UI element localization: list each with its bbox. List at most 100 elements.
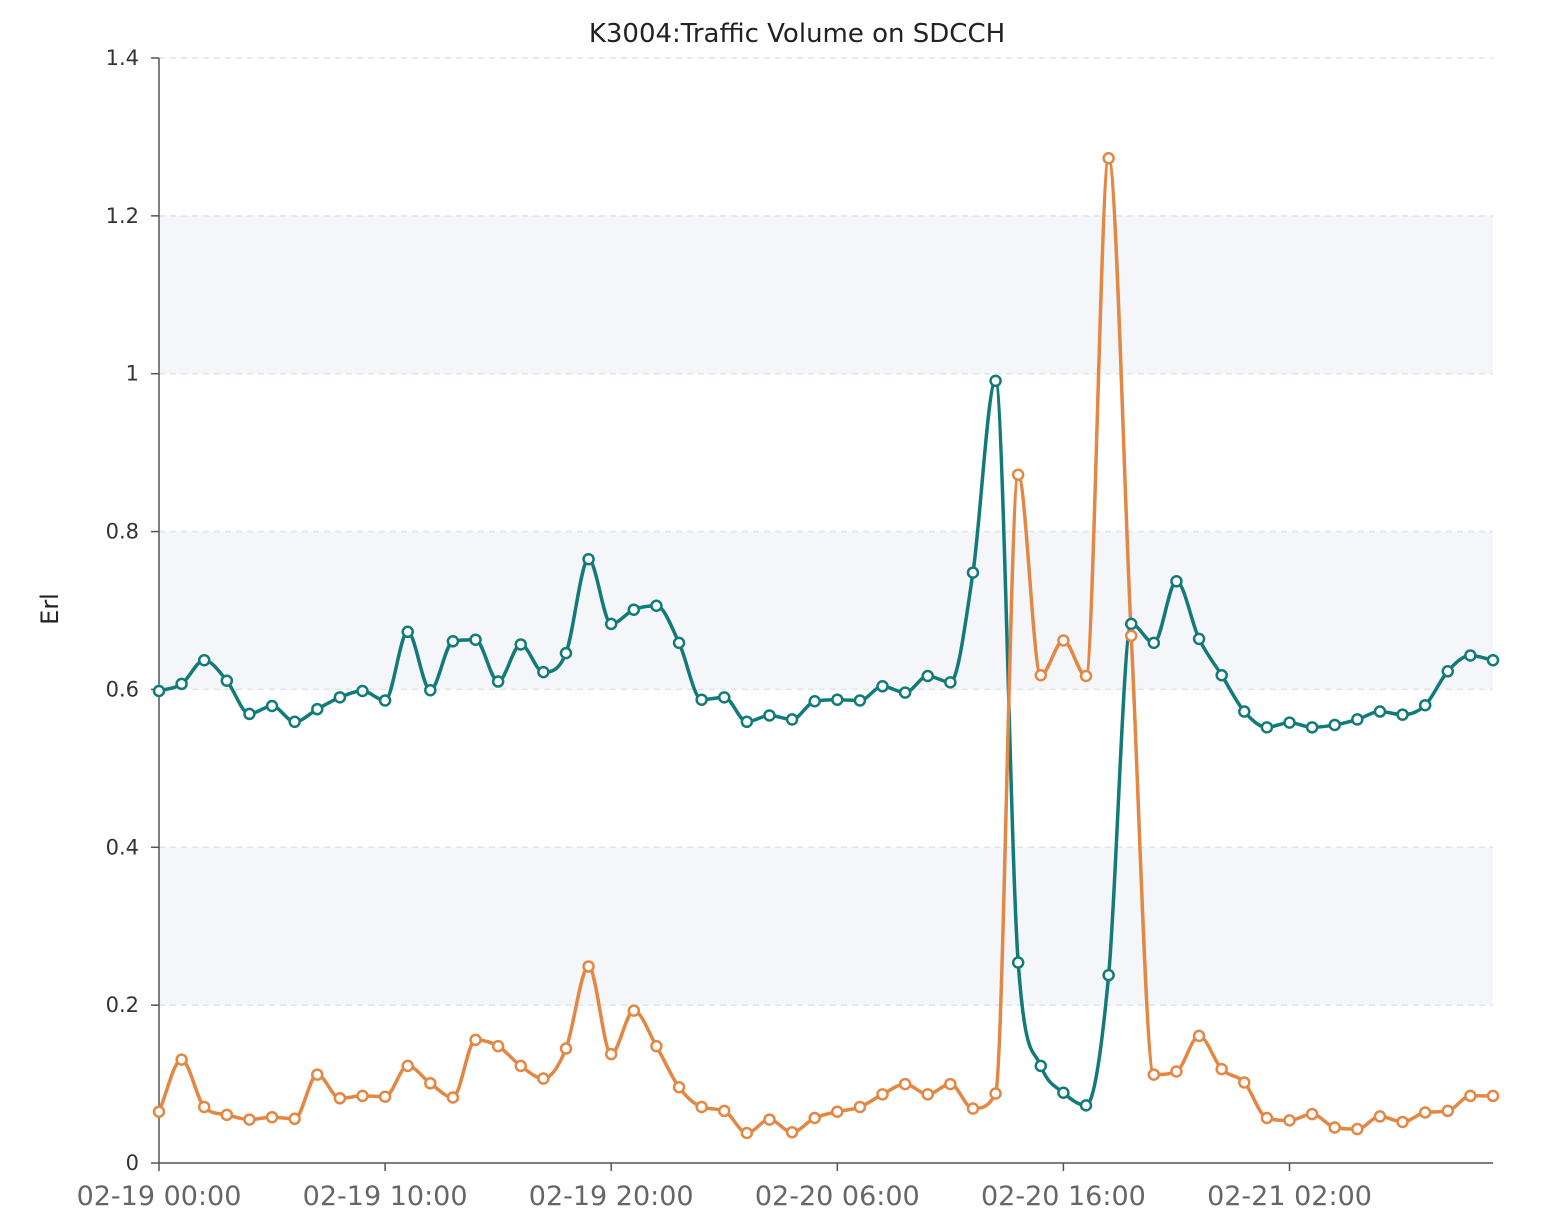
data-point <box>1102 151 1115 165</box>
data-point <box>1192 1029 1206 1043</box>
data-point <box>378 694 392 707</box>
x-tick-label: 02-19 00:00 <box>77 1181 242 1212</box>
grid-band <box>159 531 1493 690</box>
data-point <box>898 1077 912 1091</box>
data-point <box>853 694 867 707</box>
data-point <box>582 552 595 566</box>
data-point <box>1170 575 1183 588</box>
data-point <box>853 1100 867 1114</box>
data-point <box>469 1033 482 1047</box>
data-point <box>537 1072 550 1085</box>
data-point <box>1238 1076 1251 1089</box>
data-point <box>1486 1089 1500 1103</box>
data-point <box>718 1104 731 1118</box>
data-point <box>785 1125 799 1139</box>
data-point <box>424 1077 437 1090</box>
data-point <box>1441 665 1455 678</box>
data-point <box>1260 721 1274 734</box>
data-point <box>243 707 256 721</box>
data-point <box>695 693 708 706</box>
data-point <box>1147 636 1161 650</box>
y-tick-label: 0.8 <box>106 520 139 544</box>
data-point <box>1260 1111 1274 1125</box>
data-point <box>672 636 686 650</box>
data-point <box>808 1111 821 1125</box>
data-point <box>1328 1121 1341 1134</box>
data-point <box>1079 669 1093 683</box>
data-point <box>356 684 369 698</box>
data-point <box>718 691 731 704</box>
data-point <box>1011 468 1025 481</box>
data-point <box>627 1004 641 1017</box>
data-point <box>604 617 618 631</box>
data-point <box>966 566 980 579</box>
data-point <box>311 1068 324 1081</box>
data-point <box>1418 1106 1432 1119</box>
data-point <box>514 1059 528 1073</box>
data-point <box>1102 968 1115 982</box>
data-point <box>424 683 437 697</box>
data-point <box>333 1092 347 1105</box>
data-point <box>944 1077 957 1091</box>
data-point <box>1373 1110 1387 1123</box>
x-tick-label: 02-20 16:00 <box>981 1181 1146 1212</box>
data-point <box>921 669 934 683</box>
data-point <box>785 713 799 726</box>
data-point <box>401 1059 414 1073</box>
data-point <box>876 1088 889 1101</box>
x-axis-ticks: 02-19 00:00 02-19 10:00 02-19 20:00 02-20 0… <box>77 1163 1372 1212</box>
data-point <box>1464 1089 1477 1103</box>
grid-lines <box>159 57 1493 1006</box>
data-point <box>175 677 188 691</box>
y-tick-label: 1 <box>126 362 139 386</box>
data-point <box>356 1089 369 1103</box>
data-point <box>1464 649 1477 662</box>
data-point <box>265 1110 279 1124</box>
y-tick-label: 0.2 <box>106 993 139 1017</box>
data-point <box>763 709 776 722</box>
data-point <box>1215 1062 1228 1076</box>
data-point <box>401 625 414 639</box>
x-tick-label: 02-20 06:00 <box>755 1181 920 1212</box>
data-point <box>1170 1065 1183 1078</box>
data-point <box>491 1039 505 1053</box>
data-point <box>1305 721 1319 734</box>
data-point <box>1011 956 1025 969</box>
data-point <box>469 633 482 646</box>
data-point <box>1124 617 1138 631</box>
data-point <box>378 1090 392 1103</box>
data-point <box>1328 718 1341 732</box>
data-point <box>627 603 641 616</box>
data-point <box>740 1126 754 1140</box>
data-point <box>446 1091 460 1104</box>
data-point <box>1283 1114 1296 1127</box>
data-point <box>1396 708 1409 721</box>
data-point <box>1283 716 1296 729</box>
y-tick-label: 0 <box>126 1151 139 1175</box>
data-point <box>582 960 595 973</box>
data-point <box>1057 1086 1070 1100</box>
data-point <box>311 702 324 716</box>
data-point <box>944 676 957 689</box>
data-point <box>537 665 550 679</box>
y-tick-label: 0.4 <box>106 835 139 859</box>
data-point <box>1034 1059 1048 1073</box>
data-point <box>152 1105 166 1118</box>
data-point <box>966 1102 980 1115</box>
y-tick-label: 1.4 <box>106 46 139 70</box>
grid-band <box>159 215 1493 374</box>
data-point <box>808 695 821 708</box>
grid-bands <box>159 215 1493 1006</box>
data-point <box>197 653 211 667</box>
data-point <box>1079 1099 1093 1112</box>
data-point <box>559 1042 573 1055</box>
data-point <box>1215 668 1228 682</box>
data-point <box>989 1087 1002 1100</box>
data-point <box>1396 1115 1409 1129</box>
y-tick-label: 0.6 <box>106 677 139 701</box>
data-point <box>152 684 166 698</box>
y-axis-label: Erl <box>36 593 64 625</box>
data-point <box>333 691 347 704</box>
y-axis-ticks: 0 0.2 0.4 0.6 0.8 1 1.2 1.4 <box>106 46 159 1175</box>
